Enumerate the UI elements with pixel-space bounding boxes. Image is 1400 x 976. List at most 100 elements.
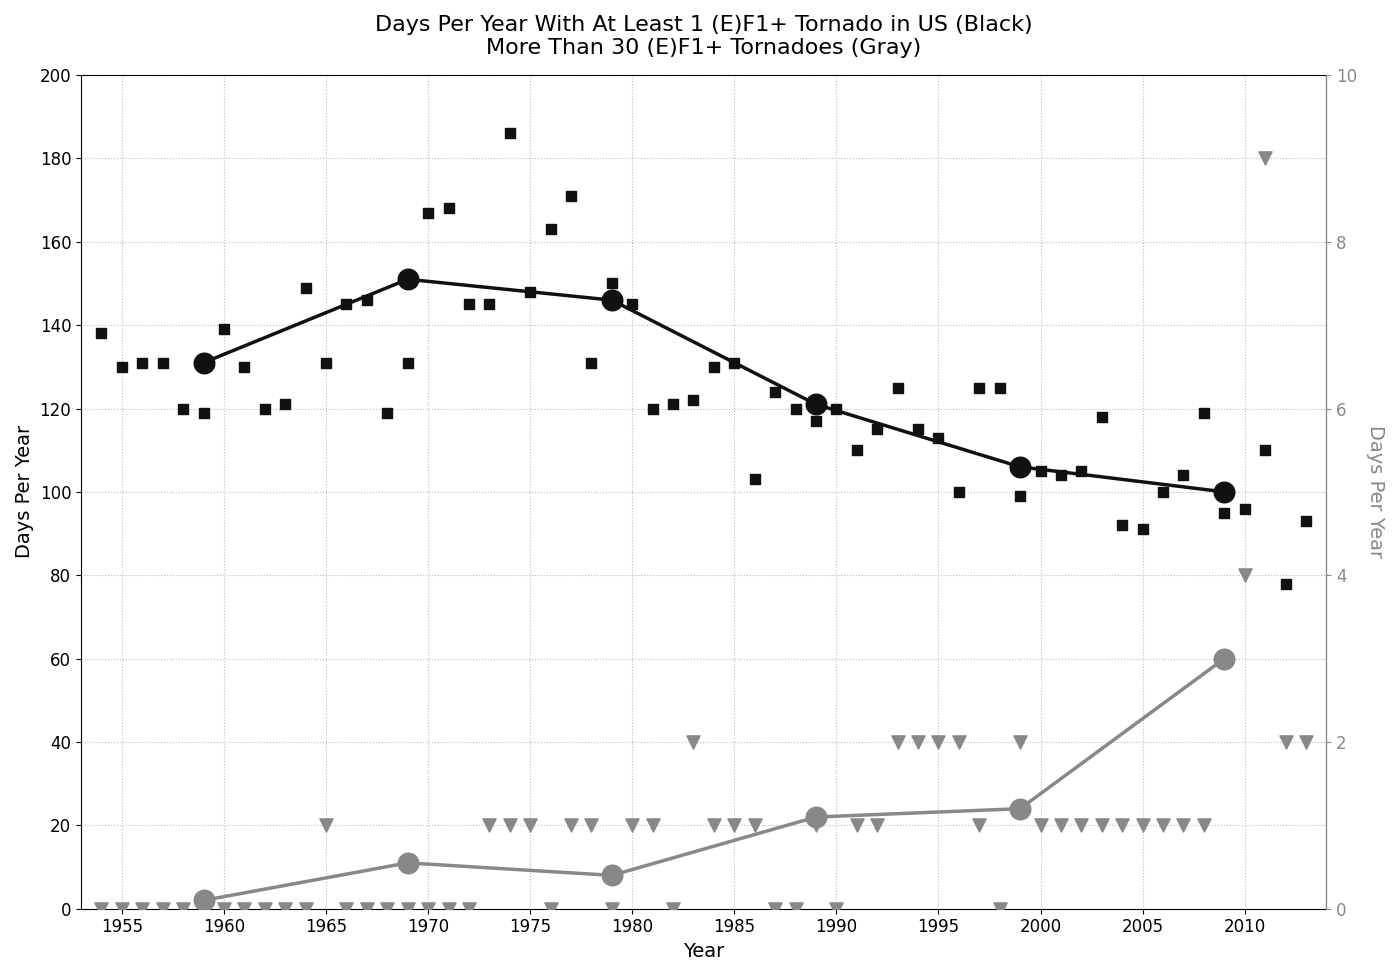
Point [1029, 464, 1051, 479]
Point [458, 901, 480, 916]
Point [805, 413, 827, 428]
Point [213, 321, 235, 337]
Point [111, 901, 133, 916]
Point [662, 901, 685, 916]
Point [1112, 517, 1134, 533]
Point [335, 901, 357, 916]
X-axis label: Year: Year [683, 942, 724, 961]
Point [274, 396, 297, 412]
Point [539, 901, 561, 916]
Point [907, 734, 930, 750]
Point [622, 818, 644, 834]
Point [764, 384, 787, 399]
Y-axis label: Days Per Year: Days Per Year [1366, 426, 1385, 558]
Point [601, 275, 623, 291]
Point [601, 293, 623, 308]
Point [1233, 501, 1256, 516]
Point [805, 818, 827, 834]
Point [743, 471, 766, 487]
Point [213, 901, 235, 916]
Point [294, 901, 316, 916]
Point [234, 901, 256, 916]
Point [886, 734, 909, 750]
Point [867, 422, 889, 437]
Point [253, 401, 276, 417]
Point [539, 222, 561, 237]
Point [377, 901, 399, 916]
Point [1274, 734, 1296, 750]
Point [662, 396, 685, 412]
Point [377, 405, 399, 421]
Point [172, 901, 195, 916]
Point [335, 297, 357, 312]
Point [927, 734, 949, 750]
Point [1254, 442, 1277, 458]
Point [580, 355, 602, 371]
Point [1172, 468, 1194, 483]
Point [927, 429, 949, 445]
Point [90, 326, 112, 342]
Point [805, 809, 827, 825]
Point [519, 818, 542, 834]
Point [988, 380, 1011, 395]
Point [274, 901, 297, 916]
Point [315, 355, 337, 371]
Point [1009, 801, 1032, 817]
Point [1172, 818, 1194, 834]
Point [1050, 468, 1072, 483]
Point [1131, 521, 1154, 537]
Point [1212, 651, 1235, 667]
Point [1212, 505, 1235, 520]
Point [151, 355, 174, 371]
Point [825, 901, 847, 916]
Y-axis label: Days Per Year: Days Per Year [15, 426, 34, 558]
Point [315, 818, 337, 834]
Point [1070, 464, 1092, 479]
Point [192, 893, 214, 909]
Point [519, 284, 542, 300]
Point [253, 901, 276, 916]
Point [846, 442, 868, 458]
Point [784, 401, 806, 417]
Point [724, 818, 746, 834]
Point [1029, 818, 1051, 834]
Point [437, 201, 459, 217]
Point [458, 297, 480, 312]
Point [479, 297, 501, 312]
Point [417, 205, 440, 221]
Point [948, 734, 970, 750]
Point [1212, 651, 1235, 667]
Point [1295, 513, 1317, 529]
Point [479, 818, 501, 834]
Point [498, 126, 521, 142]
Point [560, 818, 582, 834]
Point [1254, 150, 1277, 166]
Point [622, 297, 644, 312]
Point [1009, 459, 1032, 474]
Point [764, 901, 787, 916]
Point [867, 818, 889, 834]
Point [1274, 576, 1296, 591]
Point [1009, 488, 1032, 504]
Point [1091, 818, 1113, 834]
Point [192, 405, 214, 421]
Point [601, 901, 623, 916]
Point [641, 401, 664, 417]
Point [907, 422, 930, 437]
Point [743, 818, 766, 834]
Point [1193, 405, 1215, 421]
Point [948, 484, 970, 500]
Point [396, 355, 419, 371]
Point [417, 901, 440, 916]
Point [1295, 734, 1317, 750]
Point [1233, 567, 1256, 583]
Point [1091, 409, 1113, 425]
Point [396, 271, 419, 287]
Point [192, 901, 214, 916]
Point [724, 355, 746, 371]
Point [988, 901, 1011, 916]
Point [151, 901, 174, 916]
Point [396, 855, 419, 871]
Point [703, 359, 725, 375]
Point [437, 901, 459, 916]
